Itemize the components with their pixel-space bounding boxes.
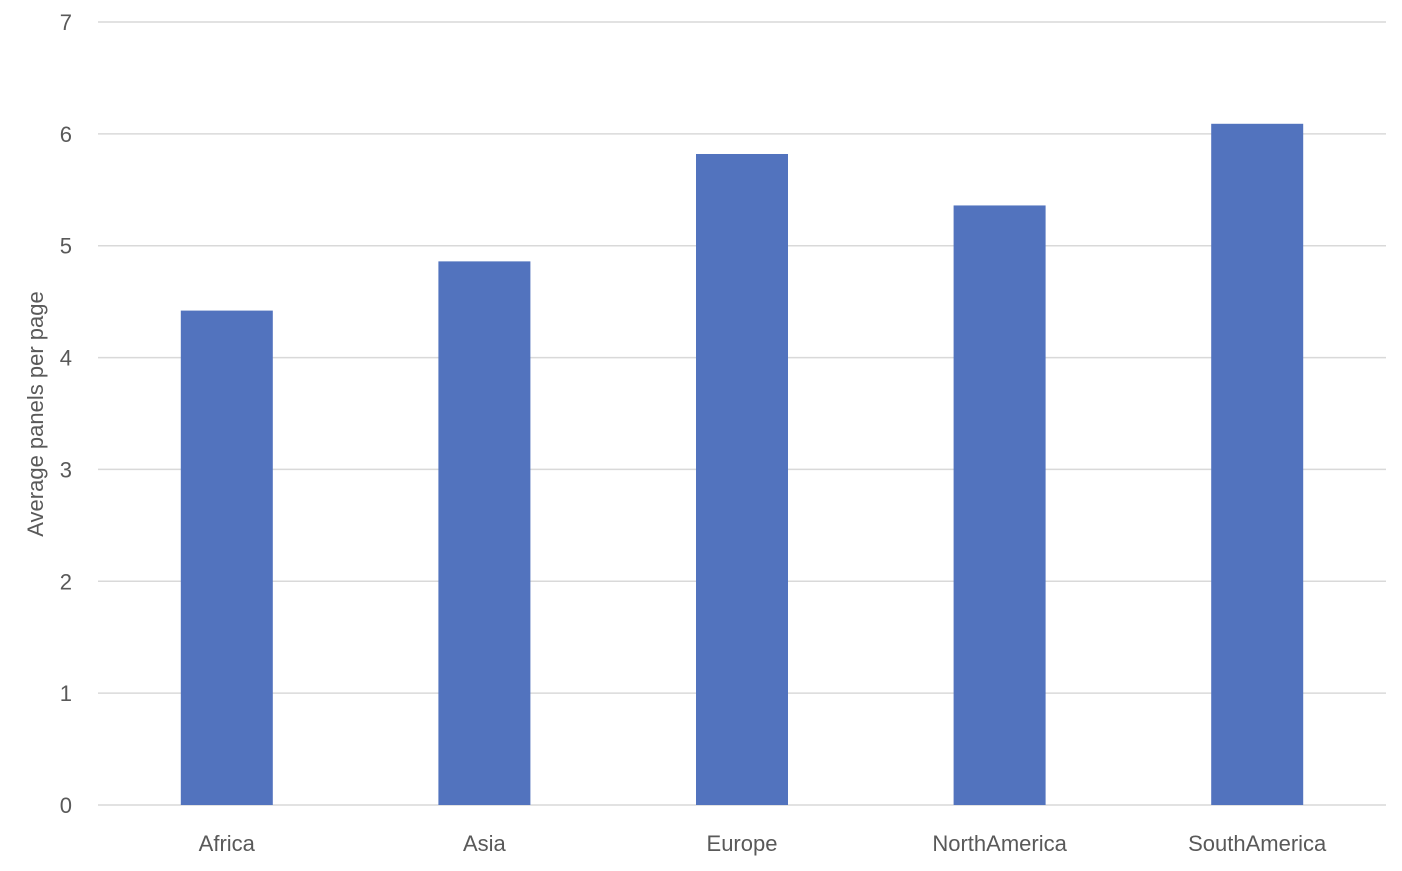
x-tick-label: Europe bbox=[707, 831, 778, 856]
y-tick-label: 2 bbox=[60, 569, 72, 594]
y-tick-label: 3 bbox=[60, 457, 72, 482]
x-tick-label: NorthAmerica bbox=[932, 831, 1067, 856]
y-tick-label: 4 bbox=[60, 346, 72, 371]
x-axis-ticks: Africa Asia Europe NorthAmerica SouthAmerica bbox=[199, 831, 1327, 856]
y-axis-ticks: 0 1 2 3 4 5 6 7 bbox=[60, 10, 72, 818]
x-tick-label: Asia bbox=[463, 831, 507, 856]
y-tick-label: 5 bbox=[60, 234, 72, 259]
y-tick-label: 1 bbox=[60, 681, 72, 706]
y-tick-label: 6 bbox=[60, 122, 72, 147]
x-tick-label: SouthAmerica bbox=[1188, 831, 1327, 856]
x-tick-label: Africa bbox=[199, 831, 256, 856]
bar-northamerica bbox=[953, 205, 1046, 806]
bars bbox=[180, 123, 1304, 806]
bar-africa bbox=[180, 310, 273, 805]
bar-southamerica bbox=[1211, 123, 1304, 806]
y-tick-label: 0 bbox=[60, 793, 72, 818]
y-tick-label: 7 bbox=[60, 10, 72, 35]
y-axis-label: Average panels per page bbox=[23, 291, 48, 536]
bar-europe bbox=[696, 153, 788, 805]
bar-asia bbox=[438, 261, 531, 806]
